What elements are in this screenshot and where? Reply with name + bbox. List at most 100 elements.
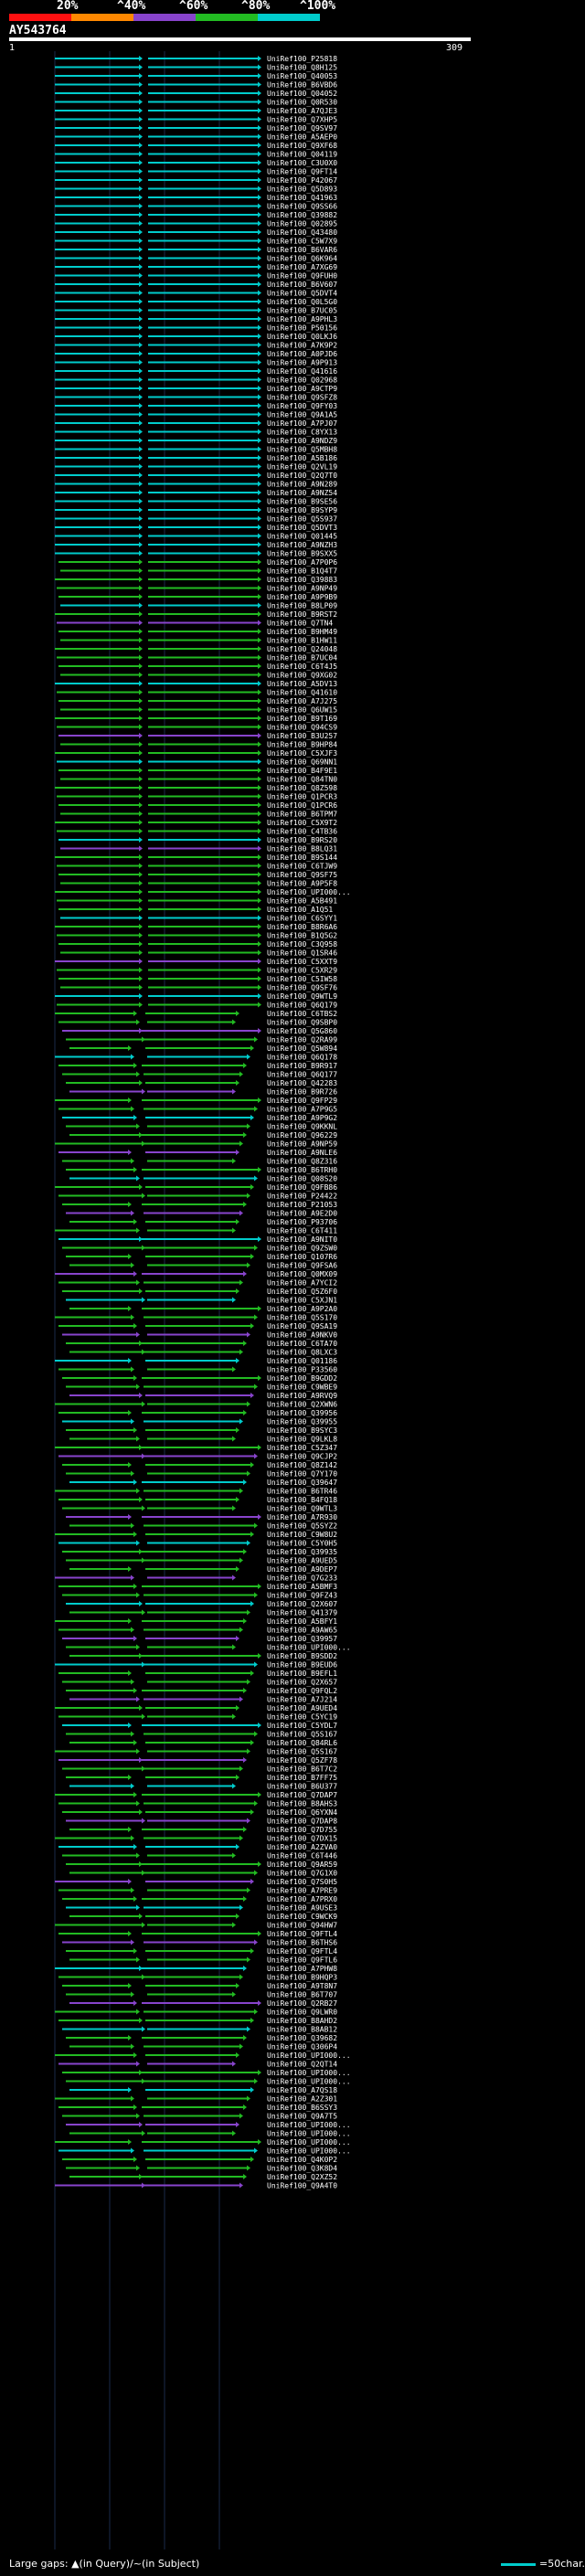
- hit-label: UniRef100_A7YCI2: [267, 1279, 337, 1288]
- hit-segment: [69, 1219, 137, 1224]
- hit-segment: [62, 1115, 137, 1120]
- hit-segment: [55, 611, 143, 617]
- hit-segment: [145, 2157, 254, 2162]
- hit-segment: [55, 1488, 140, 1494]
- hit-label: UniRef100_UPI000...: [267, 2130, 351, 2138]
- hit-segment: [60, 776, 143, 782]
- hit-segment: [55, 533, 143, 539]
- hit-segment: [147, 2026, 250, 2032]
- hit-segment: [148, 81, 261, 88]
- hit-segment: [147, 2061, 236, 2067]
- hit-segment: [148, 334, 261, 339]
- hit-label: UniRef100_Q01186: [267, 1357, 337, 1365]
- hit-label: UniRef100_B6THS6: [267, 1939, 337, 1947]
- hit-segment: [147, 1713, 236, 1720]
- hit-segment: [148, 577, 261, 582]
- hit-label: UniRef100_B6VAR6: [267, 246, 337, 254]
- hit-segment: [60, 741, 143, 747]
- hit-segment: [55, 56, 143, 61]
- hit-label: UniRef100_A1Q51: [267, 906, 333, 914]
- hit-segment: [148, 359, 261, 366]
- hit-segment: [62, 1071, 140, 1077]
- hit-segment: [148, 733, 261, 738]
- hit-segment: [58, 559, 143, 565]
- hit-segment: [55, 1054, 134, 1060]
- hit-label: UniRef100_Q94CS9: [267, 724, 337, 732]
- hit-label: UniRef100_B9SXX5: [267, 550, 337, 558]
- hit-segment: [142, 1410, 247, 1415]
- hit-label: UniRef100_Q7DAP8: [267, 1818, 337, 1826]
- hit-label: UniRef100_A9NZH3: [267, 541, 337, 549]
- hit-segment: [145, 1809, 254, 1815]
- hit-segment: [55, 324, 143, 331]
- hit-segment: [69, 1132, 143, 1138]
- hit-segment: [69, 1522, 134, 1529]
- hit-segment: [148, 229, 261, 235]
- hit-segment: [58, 1106, 134, 1112]
- hit-label: UniRef100_B9R726: [267, 1088, 337, 1097]
- hit-segment: [142, 1479, 247, 1485]
- hit-segment: [62, 1809, 143, 1815]
- hit-label: UniRef100_Q69NN1: [267, 758, 337, 767]
- hit-segment: [148, 976, 261, 981]
- hit-segment: [55, 750, 143, 756]
- hit-segment: [69, 1696, 140, 1702]
- hit-segment: [57, 585, 143, 591]
- hit-label: UniRef100_Q1PCR6: [267, 801, 337, 810]
- hit-segment: [55, 2009, 140, 2015]
- hit-segment: [144, 2182, 243, 2189]
- hit-segment: [69, 1956, 140, 1963]
- hit-segment: [148, 342, 261, 348]
- query-sequence-bar: [9, 37, 471, 41]
- hit-segment: [69, 2000, 137, 2006]
- hit-label: UniRef100_Q4K0P2: [267, 2156, 337, 2164]
- hit-label: UniRef100_Q39957: [267, 1635, 337, 1643]
- hit-segment: [55, 463, 143, 470]
- hit-segment: [66, 2078, 145, 2084]
- hit-segment: [55, 2052, 137, 2058]
- hit-segment: [55, 577, 143, 582]
- hit-segment: [57, 863, 143, 869]
- hit-segment: [145, 1427, 239, 1433]
- hit-segment: [148, 351, 261, 356]
- hit-segment: [69, 2043, 134, 2050]
- hit-label: UniRef100_C3Q958: [267, 940, 337, 949]
- hit-label: UniRef100_Q39682: [267, 2034, 337, 2042]
- hit-label: UniRef100_B9T169: [267, 715, 337, 723]
- hit-segment: [142, 1097, 261, 1103]
- hit-segment: [145, 1983, 239, 1988]
- hit-label: UniRef100_Q5S167: [267, 1731, 337, 1739]
- hit-label: UniRef100_B7FF75: [267, 1774, 337, 1782]
- hit-segment: [55, 368, 143, 374]
- hit-label: UniRef100_Q39956: [267, 1409, 337, 1417]
- hit-segment: [55, 229, 143, 235]
- hit-segment: [145, 1566, 239, 1572]
- hit-segment: [57, 1002, 143, 1008]
- hit-segment: [142, 1896, 247, 1902]
- hit-label: UniRef100_Q9LKL8: [267, 1436, 337, 1444]
- hit-segment: [148, 394, 261, 400]
- hit-segment: [69, 2087, 132, 2093]
- hit-segment: [145, 1045, 254, 1051]
- hit-segment: [148, 299, 261, 304]
- hit-segment: [55, 481, 143, 487]
- hit-segment: [55, 820, 143, 825]
- hit-segment: [62, 1679, 134, 1685]
- hit-segment: [55, 1705, 143, 1711]
- hit-segment: [148, 281, 261, 287]
- hit-label: UniRef100_A9NDZ9: [267, 437, 337, 445]
- hit-segment: [142, 1827, 247, 1832]
- hit-segment: [60, 706, 143, 713]
- hit-segment: [55, 924, 143, 929]
- scale-tick-20: 20%: [57, 0, 79, 13]
- hit-label: UniRef100_C5YC19: [267, 1713, 337, 1722]
- hit-label: UniRef100_Q9FQL2: [267, 1687, 337, 1695]
- hit-segment: [55, 1184, 143, 1190]
- hit-label: UniRef100_C5XJF3: [267, 749, 337, 758]
- hit-segment: [69, 1175, 140, 1182]
- hit-label: UniRef100_Q5S937: [267, 515, 337, 524]
- hit-label: UniRef100_A5B491: [267, 897, 337, 906]
- hit-segment: [55, 238, 143, 244]
- hit-label: UniRef100_A9AW65: [267, 1627, 337, 1635]
- hit-label: UniRef100_Q2XWN6: [267, 1401, 337, 1409]
